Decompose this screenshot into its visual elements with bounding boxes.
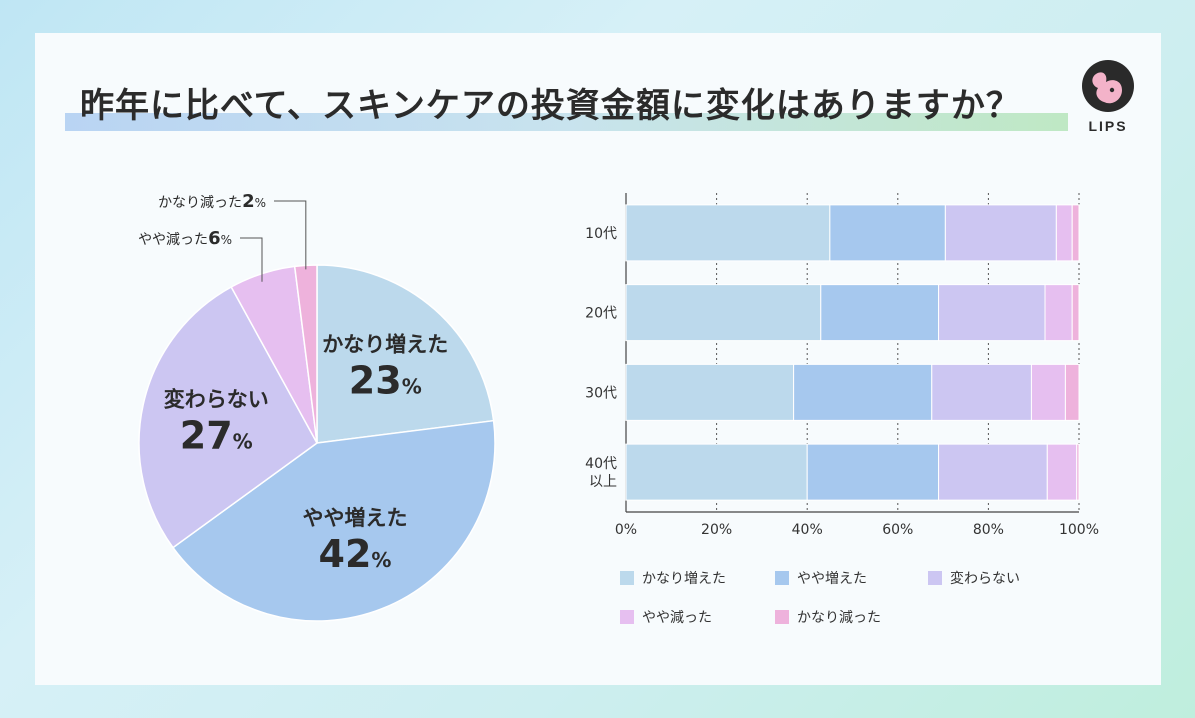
logo-icon: [1082, 60, 1134, 112]
logo-text: LIPS: [1088, 118, 1128, 134]
legend-label: 変わらない: [950, 570, 1020, 587]
pie-slice-label: 変わらない: [164, 387, 269, 411]
legend-swatch: [775, 571, 789, 585]
legend-swatch: [775, 610, 789, 624]
bar-segment: [1055, 204, 1073, 262]
y-category-label: 以上: [589, 474, 617, 490]
callout-label: やや減った6%: [138, 228, 232, 249]
bar-segment: [820, 284, 940, 342]
pie-slice: [316, 264, 495, 444]
pie-slice-value: 27%: [180, 413, 253, 457]
pie-slice: [138, 285, 318, 549]
bar-segment: [1044, 284, 1073, 342]
bar-segment: [944, 204, 1057, 262]
bar-segment: [938, 443, 1048, 501]
x-tick-label: 0%: [615, 522, 637, 538]
bar-segment: [1071, 204, 1080, 262]
x-tick-label: 80%: [973, 522, 1004, 538]
callout-line: [274, 200, 307, 270]
chart-title: 昨年に比べて、スキンケアの投資金額に変化はありますか？: [80, 86, 1021, 126]
bar-segment: [625, 363, 795, 421]
legend-swatch: [620, 571, 634, 585]
bar-segment: [1064, 363, 1080, 421]
legend-label: かなり増えた: [642, 571, 726, 587]
bar-segment: [625, 284, 822, 342]
callout-label: かなり減った2%: [158, 191, 266, 212]
y-category-label: 40代: [585, 456, 617, 472]
bar-segment: [625, 443, 808, 501]
bar-segment: [1071, 284, 1080, 342]
title-underline: [65, 113, 1068, 131]
pie-slice-value: 23%: [349, 359, 422, 403]
bar-segment: [625, 204, 831, 262]
x-tick-label: 100%: [1059, 522, 1099, 538]
bar-segment: [806, 443, 940, 501]
pie-slice-label: やや増えた: [303, 506, 408, 530]
pie-slice: [171, 419, 496, 622]
bar-segment: [793, 363, 933, 421]
x-tick-label: 20%: [701, 522, 732, 538]
bar-segment: [829, 204, 946, 262]
y-category-label: 10代: [585, 226, 617, 242]
legend-swatch: [620, 610, 634, 624]
legend-label: やや増えた: [797, 571, 867, 587]
legend-swatch: [928, 571, 942, 585]
bar-segment: [1046, 443, 1078, 501]
x-tick-label: 60%: [882, 522, 913, 538]
lips-logo: LIPS: [1082, 60, 1134, 140]
pie-slice-value: 42%: [319, 532, 392, 576]
x-tick-label: 40%: [792, 522, 823, 538]
y-category-label: 30代: [585, 385, 617, 401]
bar-segment: [938, 284, 1046, 342]
y-category-label: 20代: [585, 306, 617, 322]
bar-segment: [1076, 443, 1080, 501]
legend-label: かなり減った: [797, 609, 881, 626]
callout-line: [240, 237, 263, 282]
bar-segment: [931, 363, 1032, 421]
legend-label: やや減った: [642, 609, 712, 626]
pie-slice-label: かなり増えた: [322, 333, 448, 357]
bar-segment: [1030, 363, 1066, 421]
